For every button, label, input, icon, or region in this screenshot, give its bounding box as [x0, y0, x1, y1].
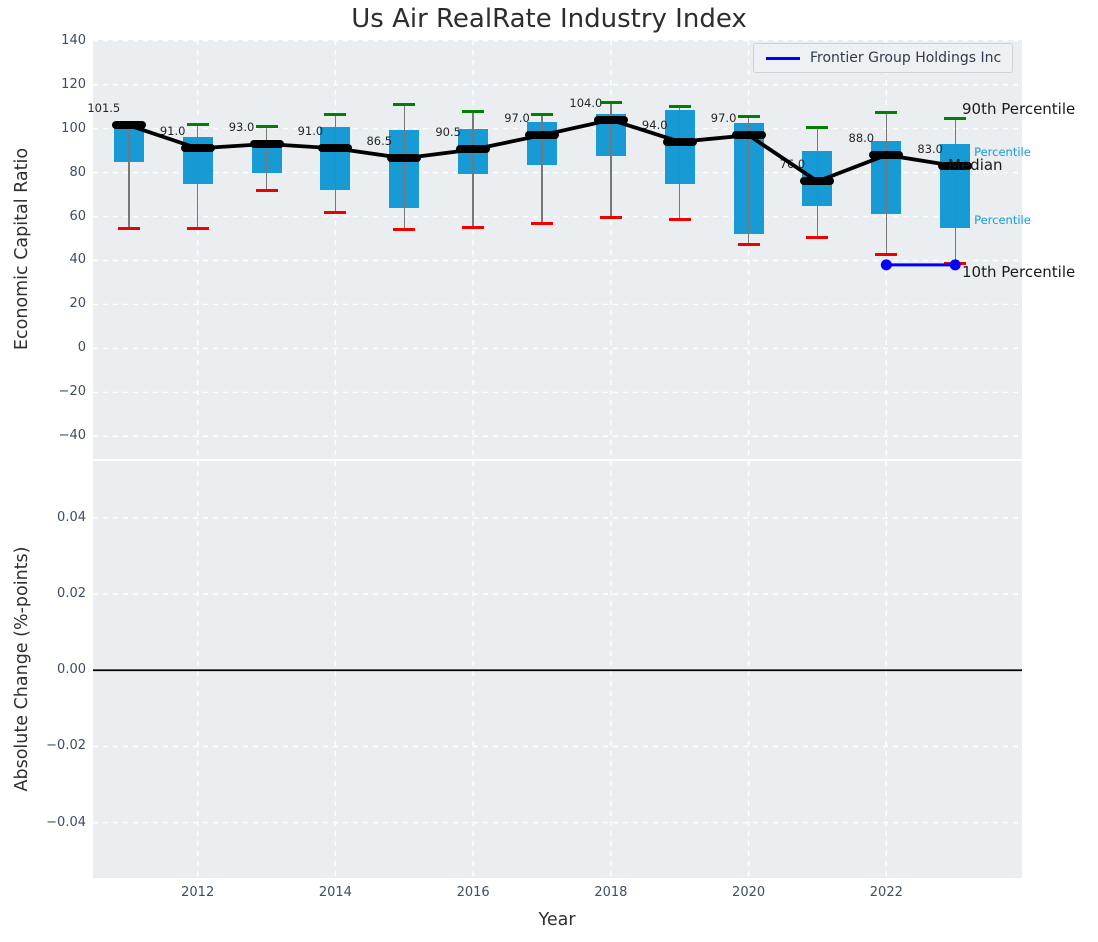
p10-cap [875, 253, 898, 257]
median-marker [593, 115, 628, 124]
median-marker [111, 121, 146, 130]
median-value-label: 97.0 [504, 111, 530, 126]
whisker-line [541, 114, 543, 224]
chart-title: Us Air RealRate Industry Index [351, 4, 747, 34]
y-tick-label-top: 0 [77, 340, 86, 356]
p90-cap [324, 112, 347, 116]
median-value-label: 88.0 [848, 130, 875, 145]
y-tick-label-top: 140 [61, 32, 86, 48]
x-tick-label: 2022 [869, 885, 903, 900]
median-marker [869, 150, 904, 159]
p90-cap [255, 124, 278, 128]
p10-cap [393, 228, 416, 232]
p10-cap [737, 242, 760, 246]
annotation-median: Median [948, 156, 1003, 174]
p90-cap [668, 105, 691, 109]
absolute-change-panel [93, 461, 1022, 878]
legend-line-swatch [766, 56, 800, 60]
y-tick-label-top: 60 [69, 208, 86, 224]
p10-cap [462, 226, 485, 230]
economic-capital-ratio-panel: 75th Percentile 25th Percentile 101.5 91.0 9… [87, 39, 1075, 459]
y-tick-label-bottom: −0.02 [46, 738, 86, 754]
frontier-marker [949, 259, 961, 271]
y-tick-label-bottom: 0.00 [57, 662, 86, 678]
y-tick-label-top: 80 [69, 164, 86, 180]
gridlines-top [93, 39, 1022, 459]
median-value-label: 83.0 [917, 141, 943, 156]
series-lines [128, 117, 961, 271]
median-value-label: 91.0 [297, 124, 324, 139]
median-marker [731, 131, 766, 140]
median-value-label: 90.5 [435, 125, 461, 140]
annotation-90th-percentile: 90th Percentile [962, 100, 1076, 118]
y-tick-label-bottom: 0.04 [57, 509, 86, 525]
p90-cap [531, 112, 553, 116]
median-marker [800, 177, 835, 186]
x-tick-label: 2018 [594, 885, 628, 900]
whisker-line [265, 126, 268, 191]
p90-cap [186, 122, 209, 126]
zero-line-layer [93, 669, 1022, 672]
frontier-marker [880, 259, 892, 271]
annotation-10th-percentile: 10th Percentile [962, 263, 1076, 281]
p10-cap [531, 221, 553, 225]
legend-label: Frontier Group Holdings Inc [810, 50, 1002, 66]
legend: Frontier Group Holdings Inc [753, 43, 1013, 73]
y-tick-label-top: −40 [58, 428, 86, 444]
whisker-line [954, 118, 956, 264]
median-marker [938, 161, 973, 170]
median-line [128, 117, 956, 184]
median-value-label: 86.5 [366, 134, 393, 149]
x-tick-label: 2014 [318, 885, 352, 900]
y-tick-label-top: 100 [61, 120, 86, 136]
p10-cap [668, 218, 691, 222]
median-marker [180, 144, 215, 153]
x-tick-label: 2016 [456, 885, 490, 900]
p10-cap [599, 216, 622, 220]
median-value-label: 101.5 [87, 101, 121, 116]
x-tick-label: 2012 [181, 885, 215, 900]
median-marker [387, 154, 422, 163]
y-tick-label-top: 20 [69, 296, 86, 312]
p10-cap [324, 210, 347, 214]
median-value-label: 93.0 [228, 119, 255, 134]
median-value-label: 104.0 [569, 95, 603, 110]
y-tick-label-bottom: −0.04 [46, 814, 86, 830]
median-marker [662, 137, 697, 146]
whisker-line [747, 116, 750, 244]
y-tick-label-top: 120 [61, 76, 86, 92]
whisker-line [472, 111, 474, 228]
whisker-line [885, 112, 888, 255]
whisker-line [196, 124, 199, 229]
y-tick-label-top: 40 [69, 252, 86, 268]
whisker-line [610, 102, 612, 218]
p90-cap [944, 117, 967, 121]
whisker-line [334, 114, 337, 213]
median-marker [525, 131, 559, 140]
median-value-label: 94.0 [641, 117, 668, 132]
p10-cap [255, 188, 278, 192]
p10-cap [117, 227, 140, 231]
median-value-label: 91.0 [159, 124, 186, 139]
median-marker [249, 139, 284, 148]
y-tick-label-bottom: 0.02 [57, 586, 86, 602]
median-marker [318, 144, 353, 153]
p90-cap [806, 125, 829, 129]
whisker-line [679, 106, 681, 220]
p10-cap [186, 227, 209, 231]
whisker-line [128, 124, 130, 229]
p90-cap [875, 110, 898, 114]
p90-cap [737, 115, 760, 118]
p90-cap [393, 102, 416, 106]
p90-cap [462, 109, 485, 113]
p90-cap [599, 100, 622, 104]
p10-cap [806, 235, 829, 239]
x-tick-label: 2020 [732, 885, 766, 900]
whisker-line [403, 104, 405, 230]
y-tick-label-top: −20 [58, 384, 86, 400]
median-marker [456, 145, 491, 154]
median-value-label: 97.0 [710, 111, 737, 126]
x-axis-label: Year [538, 910, 576, 930]
